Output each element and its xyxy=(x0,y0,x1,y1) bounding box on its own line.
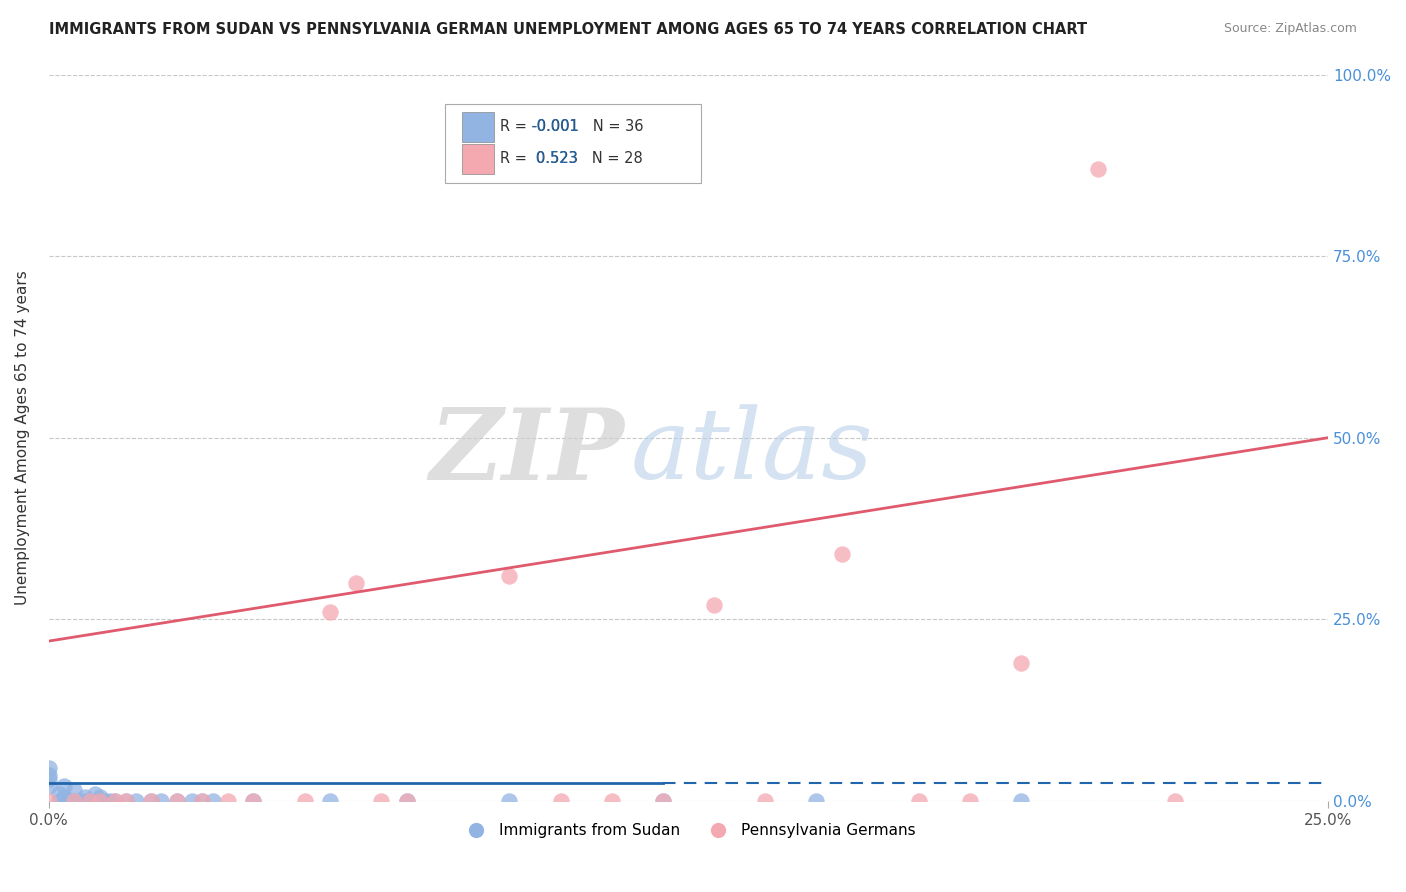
Point xyxy=(63,794,86,808)
Point xyxy=(242,794,264,808)
Text: -0.001: -0.001 xyxy=(531,120,579,135)
Point xyxy=(498,568,520,582)
Point xyxy=(831,547,853,561)
Point xyxy=(294,794,316,808)
Point xyxy=(1163,794,1185,808)
Point xyxy=(1087,161,1109,176)
Point xyxy=(48,794,70,808)
Point xyxy=(150,794,173,808)
Point xyxy=(600,794,623,808)
Point xyxy=(89,790,111,805)
FancyBboxPatch shape xyxy=(463,144,494,174)
Point xyxy=(73,794,96,808)
Point xyxy=(104,794,127,808)
Point xyxy=(191,794,214,808)
Point xyxy=(38,780,60,794)
Point xyxy=(191,794,214,808)
Point xyxy=(79,794,101,808)
Point xyxy=(83,787,105,801)
Text: ZIP: ZIP xyxy=(429,404,624,500)
Point xyxy=(907,794,929,808)
Point xyxy=(217,794,239,808)
Text: 0.523: 0.523 xyxy=(531,152,578,166)
Point xyxy=(104,794,127,808)
Point xyxy=(242,794,264,808)
Point xyxy=(651,794,673,808)
Legend: Immigrants from Sudan, Pennsylvania Germans: Immigrants from Sudan, Pennsylvania Germ… xyxy=(454,817,922,844)
Point xyxy=(395,794,418,808)
Text: R = -0.001   N = 36: R = -0.001 N = 36 xyxy=(501,120,644,135)
Point xyxy=(550,794,572,808)
Point xyxy=(58,794,80,808)
Point xyxy=(73,790,96,805)
Point xyxy=(959,794,981,808)
Point xyxy=(114,794,136,808)
Point xyxy=(181,794,204,808)
Point xyxy=(319,794,342,808)
Point xyxy=(63,794,86,808)
Y-axis label: Unemployment Among Ages 65 to 74 years: Unemployment Among Ages 65 to 74 years xyxy=(15,270,30,605)
Point xyxy=(651,794,673,808)
Point xyxy=(754,794,776,808)
Point xyxy=(125,794,148,808)
Point xyxy=(53,780,76,794)
Point xyxy=(1010,794,1032,808)
Point xyxy=(395,794,418,808)
Point xyxy=(319,605,342,619)
Point xyxy=(89,794,111,808)
FancyBboxPatch shape xyxy=(463,112,494,142)
Point xyxy=(69,794,91,808)
Point xyxy=(344,576,367,591)
Point xyxy=(38,761,60,775)
Point xyxy=(98,794,121,808)
Point xyxy=(89,794,111,808)
Point xyxy=(139,794,162,808)
Point xyxy=(38,772,60,786)
Text: R =  0.523   N = 28: R = 0.523 N = 28 xyxy=(501,152,643,166)
Point xyxy=(38,794,60,808)
Point xyxy=(94,794,117,808)
Point xyxy=(370,794,392,808)
Text: Source: ZipAtlas.com: Source: ZipAtlas.com xyxy=(1223,22,1357,36)
Text: IMMIGRANTS FROM SUDAN VS PENNSYLVANIA GERMAN UNEMPLOYMENT AMONG AGES 65 TO 74 YE: IMMIGRANTS FROM SUDAN VS PENNSYLVANIA GE… xyxy=(49,22,1087,37)
Point xyxy=(139,794,162,808)
Point xyxy=(114,794,136,808)
Point xyxy=(806,794,828,808)
Point xyxy=(166,794,188,808)
Point xyxy=(38,768,60,782)
Point xyxy=(498,794,520,808)
Point xyxy=(63,783,86,797)
Point xyxy=(1010,656,1032,670)
FancyBboxPatch shape xyxy=(446,103,702,184)
Point xyxy=(53,790,76,805)
Point xyxy=(79,794,101,808)
Point xyxy=(201,794,224,808)
Point xyxy=(166,794,188,808)
Point xyxy=(48,787,70,801)
Point xyxy=(703,598,725,612)
Text: atlas: atlas xyxy=(631,405,873,500)
